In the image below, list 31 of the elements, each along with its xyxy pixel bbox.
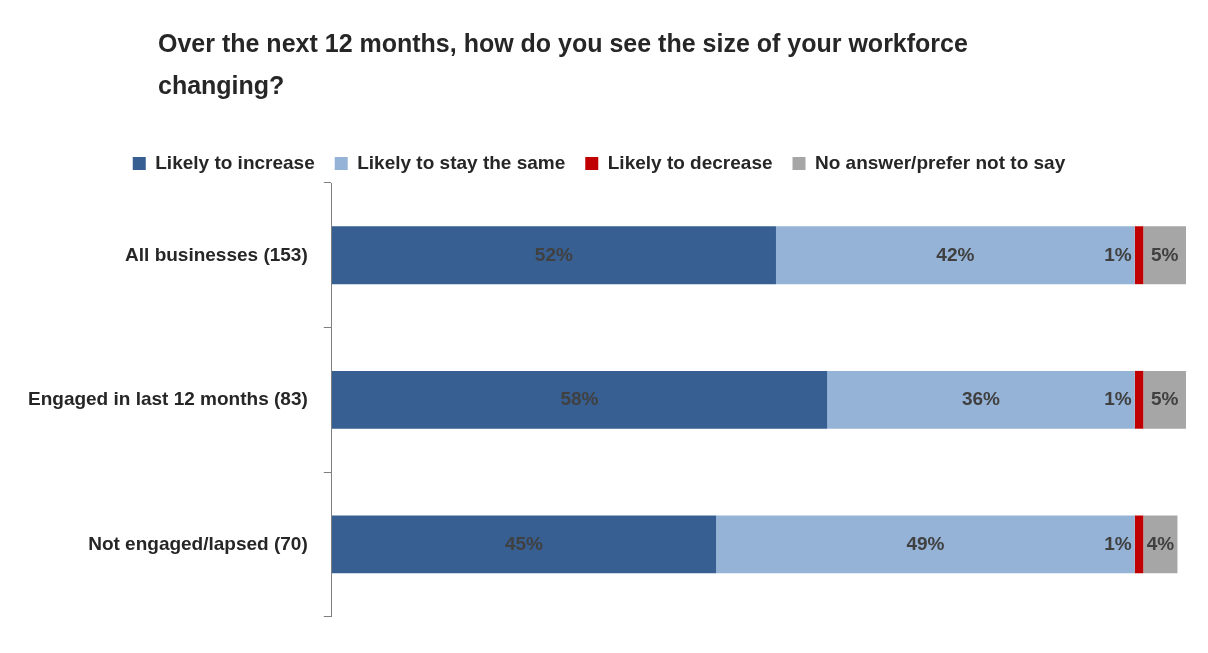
data-label: 5% (1150, 388, 1179, 410)
bar (827, 370, 1135, 429)
y-tick-label: All businesses (153) (125, 243, 308, 265)
data-label: 1% (1104, 388, 1132, 410)
legend-label: Likely to stay the same (357, 151, 566, 173)
data-label: 1% (1104, 243, 1132, 265)
legend-label: No answer/prefer not to say (815, 151, 1066, 173)
bar (331, 515, 717, 574)
data-label: 42% (936, 243, 975, 265)
bar (1143, 226, 1186, 285)
bar (1134, 370, 1144, 429)
data-label: 52% (534, 243, 573, 265)
bar (716, 515, 1135, 574)
legend-label: Likely to decrease (607, 151, 773, 173)
data-label: 49% (906, 532, 945, 554)
chart-title: Over the next 12 months, how do you see the size of your workforce changing? (158, 28, 969, 101)
bar (775, 226, 1135, 285)
y-tick-label: Not engaged/lapsed (70) (88, 532, 308, 554)
bar (331, 370, 828, 429)
bar (1143, 370, 1186, 429)
data-label: 5% (1150, 243, 1179, 265)
data-label: 58% (560, 388, 599, 410)
bar (331, 226, 776, 285)
y-tick-label: Engaged in last 12 months (83) (28, 388, 308, 410)
data-label: 4% (1146, 532, 1175, 554)
data-label: 1% (1104, 532, 1132, 554)
bar (1134, 515, 1144, 574)
data-label: 45% (504, 532, 544, 554)
legend-label: Likely to increase (155, 151, 315, 173)
data-label: 36% (961, 388, 1001, 410)
bar (1134, 226, 1144, 285)
